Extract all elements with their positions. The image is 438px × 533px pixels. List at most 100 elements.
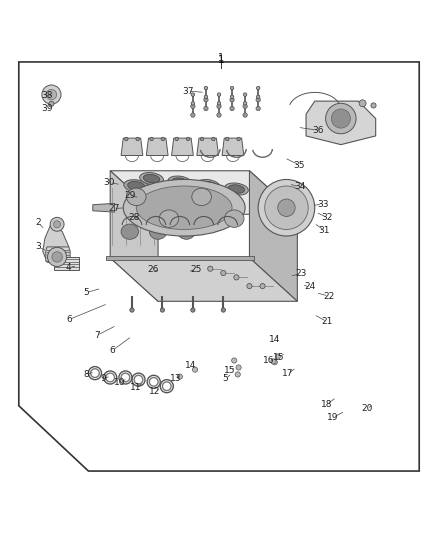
Text: 2: 2 [35, 219, 41, 228]
Circle shape [221, 270, 226, 276]
Text: 26: 26 [147, 265, 159, 274]
Text: 8: 8 [83, 370, 89, 379]
Text: 18: 18 [321, 400, 333, 409]
Circle shape [160, 308, 165, 312]
Ellipse shape [178, 224, 195, 239]
Circle shape [258, 180, 315, 236]
Text: 10: 10 [114, 378, 126, 387]
Text: 9: 9 [101, 374, 106, 383]
Circle shape [192, 367, 198, 372]
Circle shape [161, 137, 165, 141]
Text: 22: 22 [323, 292, 334, 301]
Text: 16: 16 [263, 357, 275, 366]
Text: 27: 27 [108, 204, 120, 213]
Bar [53, 257, 79, 270]
Circle shape [47, 247, 67, 266]
Ellipse shape [184, 189, 201, 197]
Ellipse shape [225, 183, 248, 195]
Circle shape [191, 113, 195, 117]
Circle shape [271, 359, 276, 364]
Text: 31: 31 [318, 226, 330, 235]
Circle shape [42, 85, 61, 104]
Circle shape [191, 93, 194, 96]
Circle shape [247, 284, 252, 289]
Polygon shape [197, 138, 219, 156]
Circle shape [265, 186, 308, 230]
Circle shape [50, 217, 64, 231]
Text: 38: 38 [41, 91, 53, 100]
Text: 14: 14 [268, 335, 280, 344]
Ellipse shape [192, 188, 212, 206]
Circle shape [212, 137, 215, 141]
Ellipse shape [200, 181, 216, 190]
Text: 25: 25 [191, 265, 202, 274]
Text: 6: 6 [110, 346, 115, 355]
Circle shape [278, 199, 295, 216]
Ellipse shape [127, 188, 146, 206]
Text: 11: 11 [130, 383, 141, 392]
Ellipse shape [143, 174, 160, 183]
Circle shape [49, 101, 54, 107]
Circle shape [217, 104, 221, 109]
Circle shape [217, 113, 221, 117]
Circle shape [53, 221, 60, 228]
Polygon shape [146, 138, 168, 156]
Ellipse shape [136, 186, 232, 230]
Ellipse shape [121, 224, 138, 239]
Ellipse shape [208, 190, 234, 203]
Polygon shape [121, 138, 143, 156]
Ellipse shape [168, 176, 192, 188]
Text: 15: 15 [273, 352, 285, 361]
Text: 32: 32 [321, 213, 332, 222]
Circle shape [260, 284, 265, 289]
Text: 36: 36 [312, 126, 324, 135]
Circle shape [186, 137, 190, 141]
Circle shape [331, 109, 350, 128]
Circle shape [256, 86, 260, 90]
Ellipse shape [180, 187, 205, 199]
Text: 1: 1 [218, 55, 225, 65]
Text: 3: 3 [35, 243, 41, 252]
Ellipse shape [159, 210, 179, 228]
Ellipse shape [124, 180, 149, 192]
Text: 30: 30 [103, 178, 115, 187]
Ellipse shape [196, 180, 220, 191]
Circle shape [200, 137, 204, 141]
Text: 5: 5 [223, 374, 228, 383]
Text: 24: 24 [305, 282, 316, 292]
Circle shape [256, 95, 260, 99]
Text: 37: 37 [182, 86, 194, 95]
Circle shape [256, 98, 260, 102]
Circle shape [175, 137, 179, 141]
Text: 33: 33 [317, 200, 328, 209]
Circle shape [325, 103, 356, 134]
Text: 20: 20 [361, 405, 373, 413]
Text: 17: 17 [282, 369, 293, 378]
Circle shape [230, 98, 234, 102]
Text: 6: 6 [66, 315, 72, 324]
Circle shape [226, 137, 229, 141]
Polygon shape [46, 247, 70, 261]
Circle shape [234, 275, 239, 280]
Circle shape [191, 102, 194, 105]
Text: 1: 1 [218, 53, 224, 63]
Circle shape [230, 86, 234, 90]
Circle shape [371, 103, 376, 108]
Circle shape [272, 360, 277, 365]
Circle shape [217, 102, 221, 105]
Text: 28: 28 [128, 213, 140, 222]
Circle shape [217, 93, 221, 96]
Text: 35: 35 [294, 160, 305, 169]
Ellipse shape [224, 210, 244, 228]
Polygon shape [172, 138, 193, 156]
Polygon shape [306, 101, 376, 144]
Circle shape [221, 308, 226, 312]
Text: 19: 19 [327, 413, 339, 422]
Text: 4: 4 [66, 263, 72, 272]
Polygon shape [106, 256, 254, 260]
Circle shape [230, 95, 234, 99]
Ellipse shape [212, 192, 230, 201]
Circle shape [244, 102, 247, 105]
Text: 21: 21 [321, 317, 332, 326]
Circle shape [275, 354, 280, 359]
